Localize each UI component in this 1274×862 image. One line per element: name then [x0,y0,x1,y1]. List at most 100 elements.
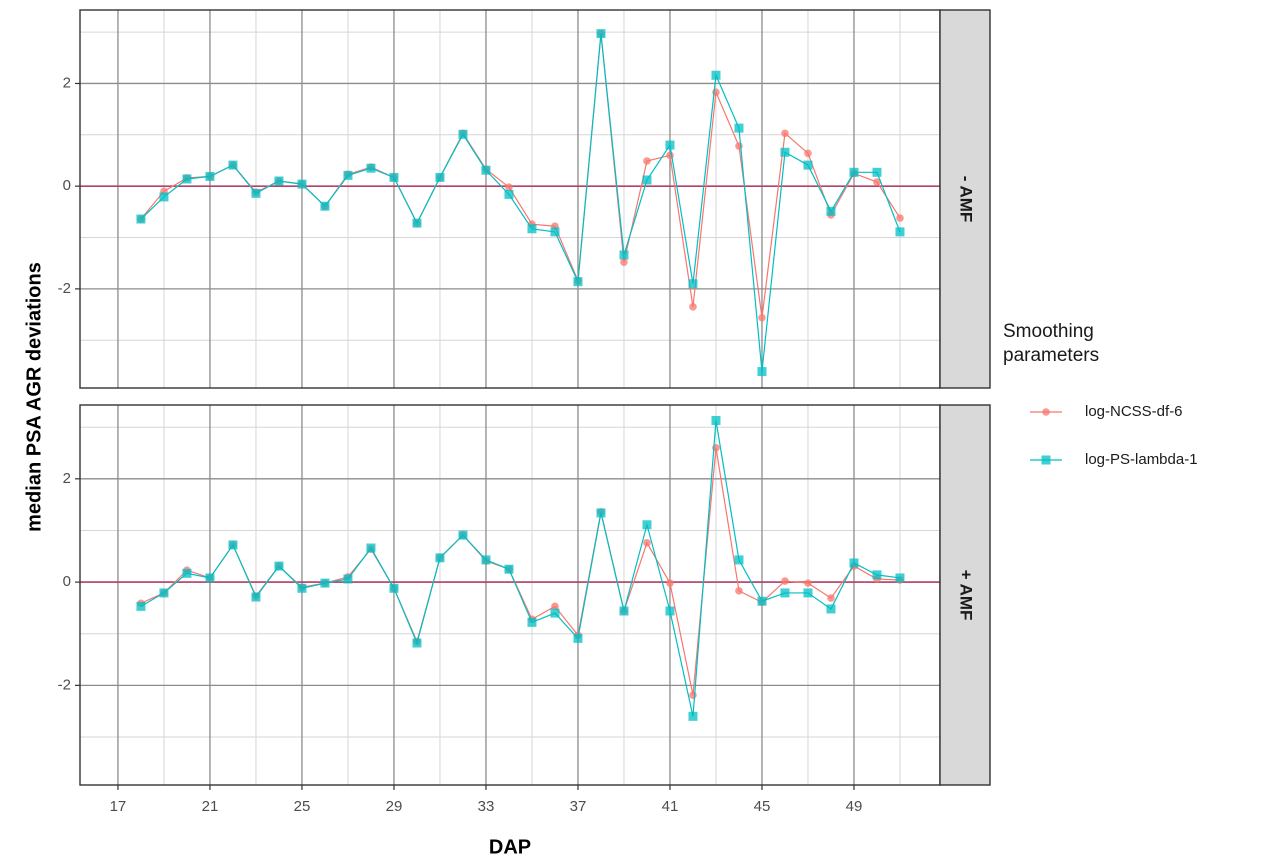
point [642,175,652,185]
point [205,171,215,181]
y-axis-label: median PSA AGR deviations [23,262,45,532]
point [297,179,307,189]
point [551,602,559,611]
point [343,574,353,584]
point [481,165,491,175]
y-tick-label: -2 [58,676,71,693]
point [343,170,353,180]
point [619,250,629,260]
point [872,570,882,580]
y-tick-label: 0 [63,177,71,194]
point [504,189,514,199]
point [182,568,192,578]
x-tick-label: 45 [754,798,771,815]
point [136,601,146,611]
point [895,573,905,583]
point [596,508,606,518]
point [228,540,238,550]
point [505,183,513,191]
point [182,174,192,184]
point [643,157,651,165]
point [527,617,537,627]
point [872,167,882,177]
point [251,188,261,198]
point [550,227,560,237]
point [619,606,629,616]
x-tick-label: 37 [570,798,587,815]
point [274,561,284,571]
x-tick-label: 21 [202,798,219,815]
point [734,123,744,133]
point [274,176,284,186]
point [688,279,698,289]
point [781,577,789,585]
point [803,588,813,598]
point [159,588,169,598]
point [735,587,743,595]
point [666,579,674,587]
point [688,711,698,721]
point [849,558,859,568]
point [389,172,399,182]
point [689,691,697,699]
y-tick-label: 2 [63,470,71,487]
y-tick-label: 2 [63,74,71,91]
legend-key-marker [1042,408,1050,416]
point [780,588,790,598]
point [458,530,468,540]
legend-label: log-PS-lambda-1 [1085,451,1198,468]
point [550,608,560,618]
point [573,633,583,643]
x-tick-label: 49 [846,798,863,815]
panel [80,10,940,388]
strip [939,9,991,389]
x-tick-label: 33 [478,798,495,815]
point [573,277,583,287]
y-tick-label: -2 [58,280,71,297]
point [804,149,812,158]
x-tick-label: 29 [386,798,403,815]
point [642,520,652,530]
point [205,573,215,583]
point [366,543,376,553]
point [849,167,859,177]
legend-label: log-NCSS-df-6 [1085,403,1183,420]
strip-label: + AMF [957,570,976,621]
point [412,638,422,648]
point [780,147,790,157]
point [527,224,537,234]
point [620,258,628,266]
x-axis-label: DAP [489,836,531,858]
point [159,192,169,202]
legend-key-marker [1041,455,1051,465]
point [389,583,399,593]
point [757,596,767,606]
point [504,564,514,574]
point [826,604,836,614]
point [665,140,675,150]
point [251,592,261,602]
point [896,214,904,222]
point [781,129,789,138]
point [735,142,743,150]
point [826,206,836,216]
series-line [140,420,901,717]
point [734,555,744,565]
series-line [140,33,901,372]
panel [80,405,940,785]
strip [939,404,991,786]
point [665,606,675,616]
point [804,579,812,587]
y-tick-label: 0 [63,573,71,590]
x-tick-label: 41 [662,798,679,815]
point [366,163,376,173]
point [228,160,238,170]
point [873,178,881,186]
point [136,214,146,224]
x-tick-label: 17 [110,798,127,815]
point [757,367,767,377]
point [643,539,651,547]
point [689,303,697,311]
point [412,218,422,228]
